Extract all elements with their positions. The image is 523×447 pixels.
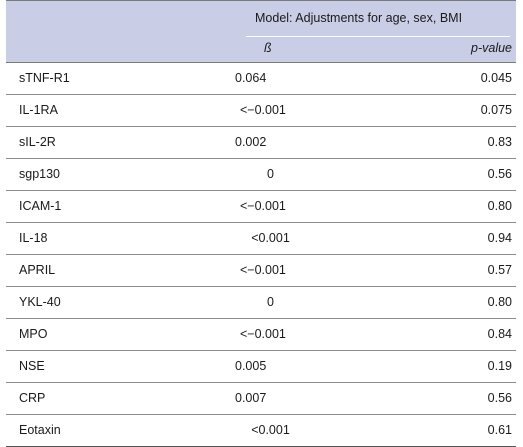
beta-cell: <−0.001 <box>240 263 286 277</box>
marker-name-cell: MPO <box>19 327 48 341</box>
table-header-group: Model: Adjustments for age, sex, BMI <box>6 0 516 36</box>
pvalue-cell: 0.045 <box>480 71 512 85</box>
beta-cell: 0.002 <box>235 135 267 149</box>
beta-cell: 0 <box>267 167 274 181</box>
beta-column-header: ß <box>264 41 272 55</box>
marker-name-cell: IL-1RA <box>19 103 58 117</box>
pvalue-cell: 0.80 <box>487 295 512 309</box>
table-row: ICAM-1 <−0.001 0.80 <box>6 191 516 223</box>
table-body: sTNF-R1 0.064 0.045 IL-1RA <−0.001 0.075 sIL-2… <box>6 63 516 447</box>
marker-name-cell: sTNF-R1 <box>19 71 70 85</box>
beta-cell: 0.005 <box>235 359 267 373</box>
table-row: sIL-2R 0.002 0.83 <box>6 127 516 159</box>
marker-name-cell: APRIL <box>19 263 56 277</box>
marker-name-cell: sgp130 <box>19 167 61 181</box>
table-row: CRP 0.007 0.56 <box>6 383 516 415</box>
table-row: IL-1RA <−0.001 0.075 <box>6 95 516 127</box>
beta-cell: 0.007 <box>235 391 267 405</box>
marker-name-cell: sIL-2R <box>19 135 56 149</box>
table-row: sgp130 0 0.56 <box>6 159 516 191</box>
beta-cell: <0.001 <box>251 231 290 245</box>
beta-cell: 0 <box>267 295 274 309</box>
pvalue-cell: 0.61 <box>487 423 512 437</box>
beta-cell: <−0.001 <box>240 103 286 117</box>
pvalue-cell: 0.94 <box>487 231 512 245</box>
pvalue-cell: 0.075 <box>480 103 512 117</box>
marker-name-cell: Eotaxin <box>19 423 61 437</box>
table-row: IL-18 <0.001 0.94 <box>6 223 516 255</box>
beta-cell: <0.001 <box>251 423 290 437</box>
marker-name-cell: CRP <box>19 391 46 405</box>
results-table: Model: Adjustments for age, sex, BMI ß p… <box>6 0 516 447</box>
table-row: Eotaxin <0.001 0.61 <box>6 415 516 447</box>
table-row: MPO <−0.001 0.84 <box>6 319 516 351</box>
pvalue-cell: 0.57 <box>487 263 512 277</box>
pvalue-cell: 0.83 <box>487 135 512 149</box>
pvalue-cell: 0.56 <box>487 167 512 181</box>
table-column-headers: ß p-value <box>6 36 516 63</box>
table-row: APRIL <−0.001 0.57 <box>6 255 516 287</box>
marker-name-cell: YKL-40 <box>19 295 61 309</box>
pvalue-cell: 0.19 <box>487 359 512 373</box>
marker-name-cell: ICAM-1 <box>19 199 62 213</box>
pvalue-cell: 0.84 <box>487 327 512 341</box>
pvalue-cell: 0.80 <box>487 199 512 213</box>
pvalue-column-header: p-value <box>471 41 512 55</box>
beta-cell: <−0.001 <box>240 199 286 213</box>
model-header: Model: Adjustments for age, sex, BMI <box>255 11 463 25</box>
marker-name-cell: IL-18 <box>19 231 48 245</box>
table-row: YKL-40 0 0.80 <box>6 287 516 319</box>
pvalue-cell: 0.56 <box>487 391 512 405</box>
beta-cell: <−0.001 <box>240 327 286 341</box>
marker-name-cell: NSE <box>19 359 45 373</box>
table-row: sTNF-R1 0.064 0.045 <box>6 63 516 95</box>
beta-cell: 0.064 <box>235 71 267 85</box>
table-row: NSE 0.005 0.19 <box>6 351 516 383</box>
